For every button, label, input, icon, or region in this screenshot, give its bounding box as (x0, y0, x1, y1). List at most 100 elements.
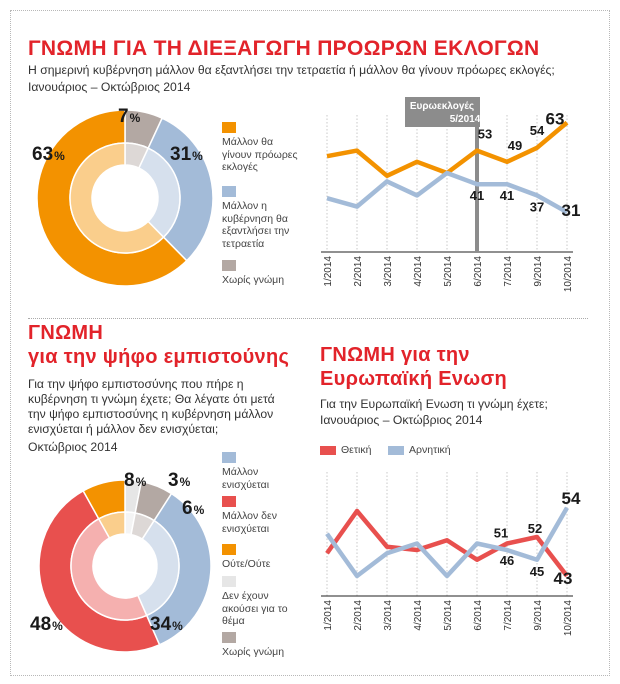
legend-item-not-strengthened: Μάλλον δεν ενισχύεται (222, 510, 277, 535)
point-value-label: 31 (562, 201, 581, 220)
section3-title-line2: Ευρωπαϊκή Ενωση (320, 368, 507, 390)
series-line (325, 508, 569, 578)
donut-value-label: 34% (150, 614, 183, 635)
donut-chart-confidence-vote: 34% 48% 8% 3% 6% (30, 470, 212, 653)
legend-item-neither: Ούτε/Ούτε (222, 558, 271, 570)
legend-swatch-gray (222, 632, 236, 643)
x-tick-label: 5/2014 (443, 256, 454, 287)
point-value-label: 45 (530, 564, 544, 579)
x-tick-label: 10/2014 (563, 256, 574, 293)
x-tick-label: 10/2014 (563, 600, 574, 637)
legend-swatch-positive (320, 446, 336, 455)
legend-line: Μάλλον η (222, 200, 268, 212)
legend-swatch-orange (222, 122, 236, 133)
donut-value-label: 48% (30, 614, 63, 635)
legend-swatch-blue (222, 452, 236, 463)
section2-title-line1: ΓΝΩΜΗ (28, 322, 104, 344)
legend-swatch-lightgray (222, 576, 236, 587)
donut-slice-inner (69, 142, 165, 254)
legend-item-no-opinion: Χωρίς γνώμη (222, 646, 285, 658)
point-value-label: 54 (530, 123, 545, 138)
election-marker-box (405, 97, 480, 127)
section1-question: Η σημερινή κυβέρνηση μάλλον θα εξαντλήσε… (28, 63, 555, 77)
x-tick-label: 5/2014 (443, 600, 454, 631)
legend-line: ενισχύεται (222, 522, 270, 535)
legend-line: θέμα (222, 615, 245, 627)
election-marker-date: 5/2014 (450, 114, 481, 125)
legend-line: κυβέρνηση θα (222, 212, 288, 225)
question-line: Για την ψήφο εμπιστοσύνης που πήρε η (28, 377, 244, 391)
legend-item-negative: Αρνητική (409, 444, 451, 456)
x-tick-label: 4/2014 (413, 256, 424, 287)
legend-item-no-opinion: Χωρίς γνώμη (222, 274, 285, 286)
donut-value-label: 31% (170, 144, 203, 165)
donut-chart-early-elections: 63% 31% 7% (32, 106, 214, 287)
x-tick-label: 1/2014 (323, 600, 334, 631)
donut-value-label: 6% (182, 498, 205, 519)
legend-swatch-blue (222, 186, 236, 197)
section3-period: Ιανουάριος – Οκτώβριος 2014 (320, 413, 483, 427)
point-value-label: 49 (508, 138, 522, 153)
legend-swatch-negative (388, 446, 404, 455)
legend-line: εξαντλήσει την (222, 225, 290, 237)
section2-title-line2: για την ψήφο εμπιστούνης (28, 346, 290, 368)
legend-line: Δεν έχουν (222, 590, 269, 602)
legend-confidence-vote: Μάλλον ενισχύεται Μάλλον δεν ενισχύεται … (222, 452, 317, 667)
legend-eu-opinion: Θετική Αρνητική (320, 444, 520, 458)
x-tick-label: 3/2014 (383, 600, 394, 631)
legend-item-not-heard: Δεν έχουν ακούσει για το θέμα (222, 590, 288, 628)
legend-item-full-term: Μάλλον η κυβέρνηση θα εξαντλήσει την τετ… (222, 200, 289, 250)
x-tick-label: 7/2014 (503, 256, 514, 287)
donut-value-label: 3% (168, 470, 191, 491)
section3-question: Για την Ευρωπαϊκή Ενωση τι γνώμη έχετε; (320, 397, 548, 411)
point-value-label: 41 (470, 188, 484, 203)
x-tick-label: 2/2014 (353, 256, 364, 287)
donut-value-label: 63% (32, 144, 65, 165)
point-value-label: 52 (528, 521, 542, 536)
legend-swatch-orange (222, 544, 236, 555)
section2-period: Οκτώβριος 2014 (28, 440, 118, 454)
donut-value-label: 8% (124, 470, 147, 491)
point-value-label: 37 (530, 199, 544, 214)
election-marker-label: Ευρωεκλογές (410, 101, 474, 112)
question-line: ενισχύεται ή μάλλον δεν ενισχύεται; (28, 422, 219, 436)
series-line (326, 170, 569, 215)
legend-line: Μάλλον (222, 466, 259, 478)
x-tick-label: 4/2014 (413, 600, 424, 631)
donut-value-label: 7% (118, 106, 141, 127)
point-value-label: 53 (478, 127, 492, 142)
legend-line: τετραετία (222, 237, 265, 250)
question-line: κυβέρνηση τι γνώμη έχετε; Θα λέγατε ότι … (28, 392, 275, 406)
x-tick-label: 2/2014 (353, 600, 364, 631)
donut-slice-inner (70, 517, 148, 621)
section2-question: Για την ψήφο εμπιστοσύνης που πήρε η κυβ… (28, 377, 275, 437)
x-tick-label: 9/2014 (533, 600, 544, 631)
legend-swatch-gray (222, 260, 236, 271)
point-value-label: 43 (554, 569, 573, 588)
legend-item-strengthened: Μάλλον ενισχύεται (222, 466, 269, 491)
legend-line: εκλογές (222, 161, 258, 173)
legend-line: ακούσει για το (222, 602, 288, 615)
legend-item-positive: Θετική (341, 444, 372, 456)
point-value-label: 51 (494, 526, 508, 541)
section1-title: ΓΝΩΜΗ ΓΙΑ ΤΗ ΔΙΕΞΑΓΩΓΗ ΠΡΟΩΡΩΝ ΕΚΛΟΓΩΝ (28, 37, 540, 60)
x-tick-label: 1/2014 (323, 256, 334, 287)
question-line: την ψήφο εμπιστοσύνης η κυβέρνηση μάλλον (28, 407, 274, 421)
section3-title-line1: ΓΝΩΜΗ για την (320, 344, 470, 366)
section1-period: Ιανουάριος – Οκτώβριος 2014 (28, 80, 191, 94)
point-value-label: 41 (500, 188, 514, 203)
legend-line: Μάλλον δεν (222, 510, 277, 522)
legend-early-elections: Μάλλον θα γίνουν πρόωρες εκλογές Μάλλον … (222, 120, 317, 290)
donut-slice-inner (97, 511, 126, 540)
legend-swatch-red (222, 496, 236, 507)
x-tick-label: 6/2014 (473, 256, 484, 287)
legend-line: Μάλλον θα (222, 136, 274, 148)
point-value-label: 46 (500, 553, 514, 568)
legend-item-early: Μάλλον θα γίνουν πρόωρες εκλογές (222, 136, 298, 174)
point-value-label: 54 (562, 489, 581, 508)
x-tick-label: 7/2014 (503, 600, 514, 631)
legend-line: ενισχύεται (222, 478, 270, 491)
x-tick-label: 9/2014 (533, 256, 544, 287)
section-divider (28, 318, 588, 319)
